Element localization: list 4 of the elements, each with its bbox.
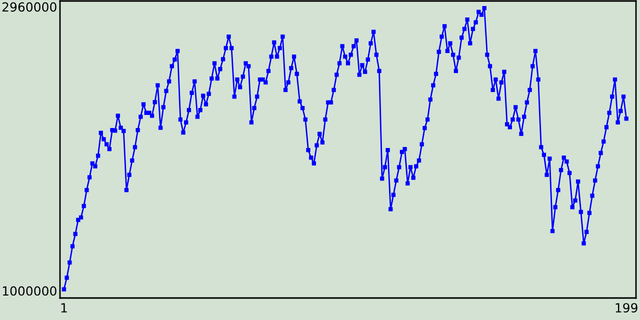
y-tick-label: 1000000 bbox=[2, 286, 56, 296]
x-tick-label: 1 bbox=[61, 303, 67, 312]
y-tick-label: 2960000 bbox=[2, 2, 56, 12]
x-tick-label: 199 bbox=[616, 303, 638, 313]
